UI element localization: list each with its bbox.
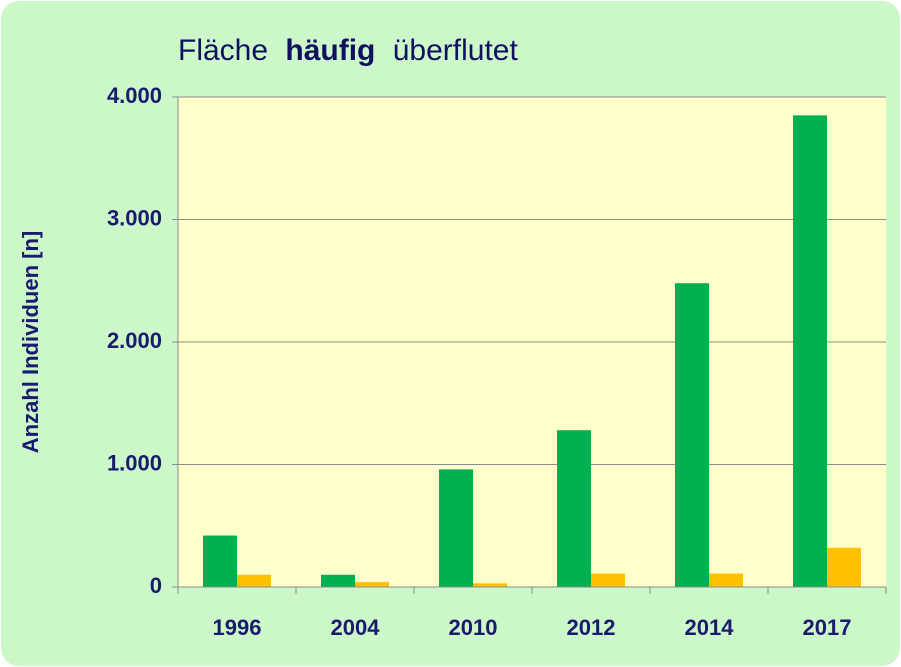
- y-axis-label: Anzahl Individuen [n]: [18, 231, 43, 453]
- x-tick-label: 2010: [449, 615, 498, 640]
- title-part: Fläche: [178, 34, 268, 67]
- bar: [675, 283, 709, 587]
- x-tick-label: 2004: [331, 615, 381, 640]
- x-tick-label: 1996: [213, 615, 262, 640]
- chart-title: Fläche häufig überflutet: [178, 34, 518, 67]
- y-tick-label: 2.000: [107, 328, 162, 353]
- bar: [793, 115, 827, 587]
- bar: [203, 535, 237, 587]
- bar: [473, 583, 507, 587]
- title-part: häufig: [285, 34, 375, 67]
- bar: [709, 573, 743, 587]
- y-tick-label: 0: [150, 573, 162, 598]
- x-tick-label: 2012: [567, 615, 616, 640]
- title-part: überflutet: [393, 34, 519, 67]
- bar: [557, 430, 591, 587]
- bar: [591, 573, 625, 587]
- y-tick-label: 3.000: [107, 205, 162, 230]
- bar: [237, 574, 271, 587]
- y-tick-label: 4.000: [107, 83, 162, 108]
- y-tick-label: 1.000: [107, 450, 162, 475]
- x-tick-label: 2017: [803, 615, 852, 640]
- bar: [355, 582, 389, 587]
- bar: [321, 574, 355, 587]
- bar: [439, 469, 473, 587]
- bar: [827, 547, 861, 587]
- x-tick-label: 2014: [685, 615, 735, 640]
